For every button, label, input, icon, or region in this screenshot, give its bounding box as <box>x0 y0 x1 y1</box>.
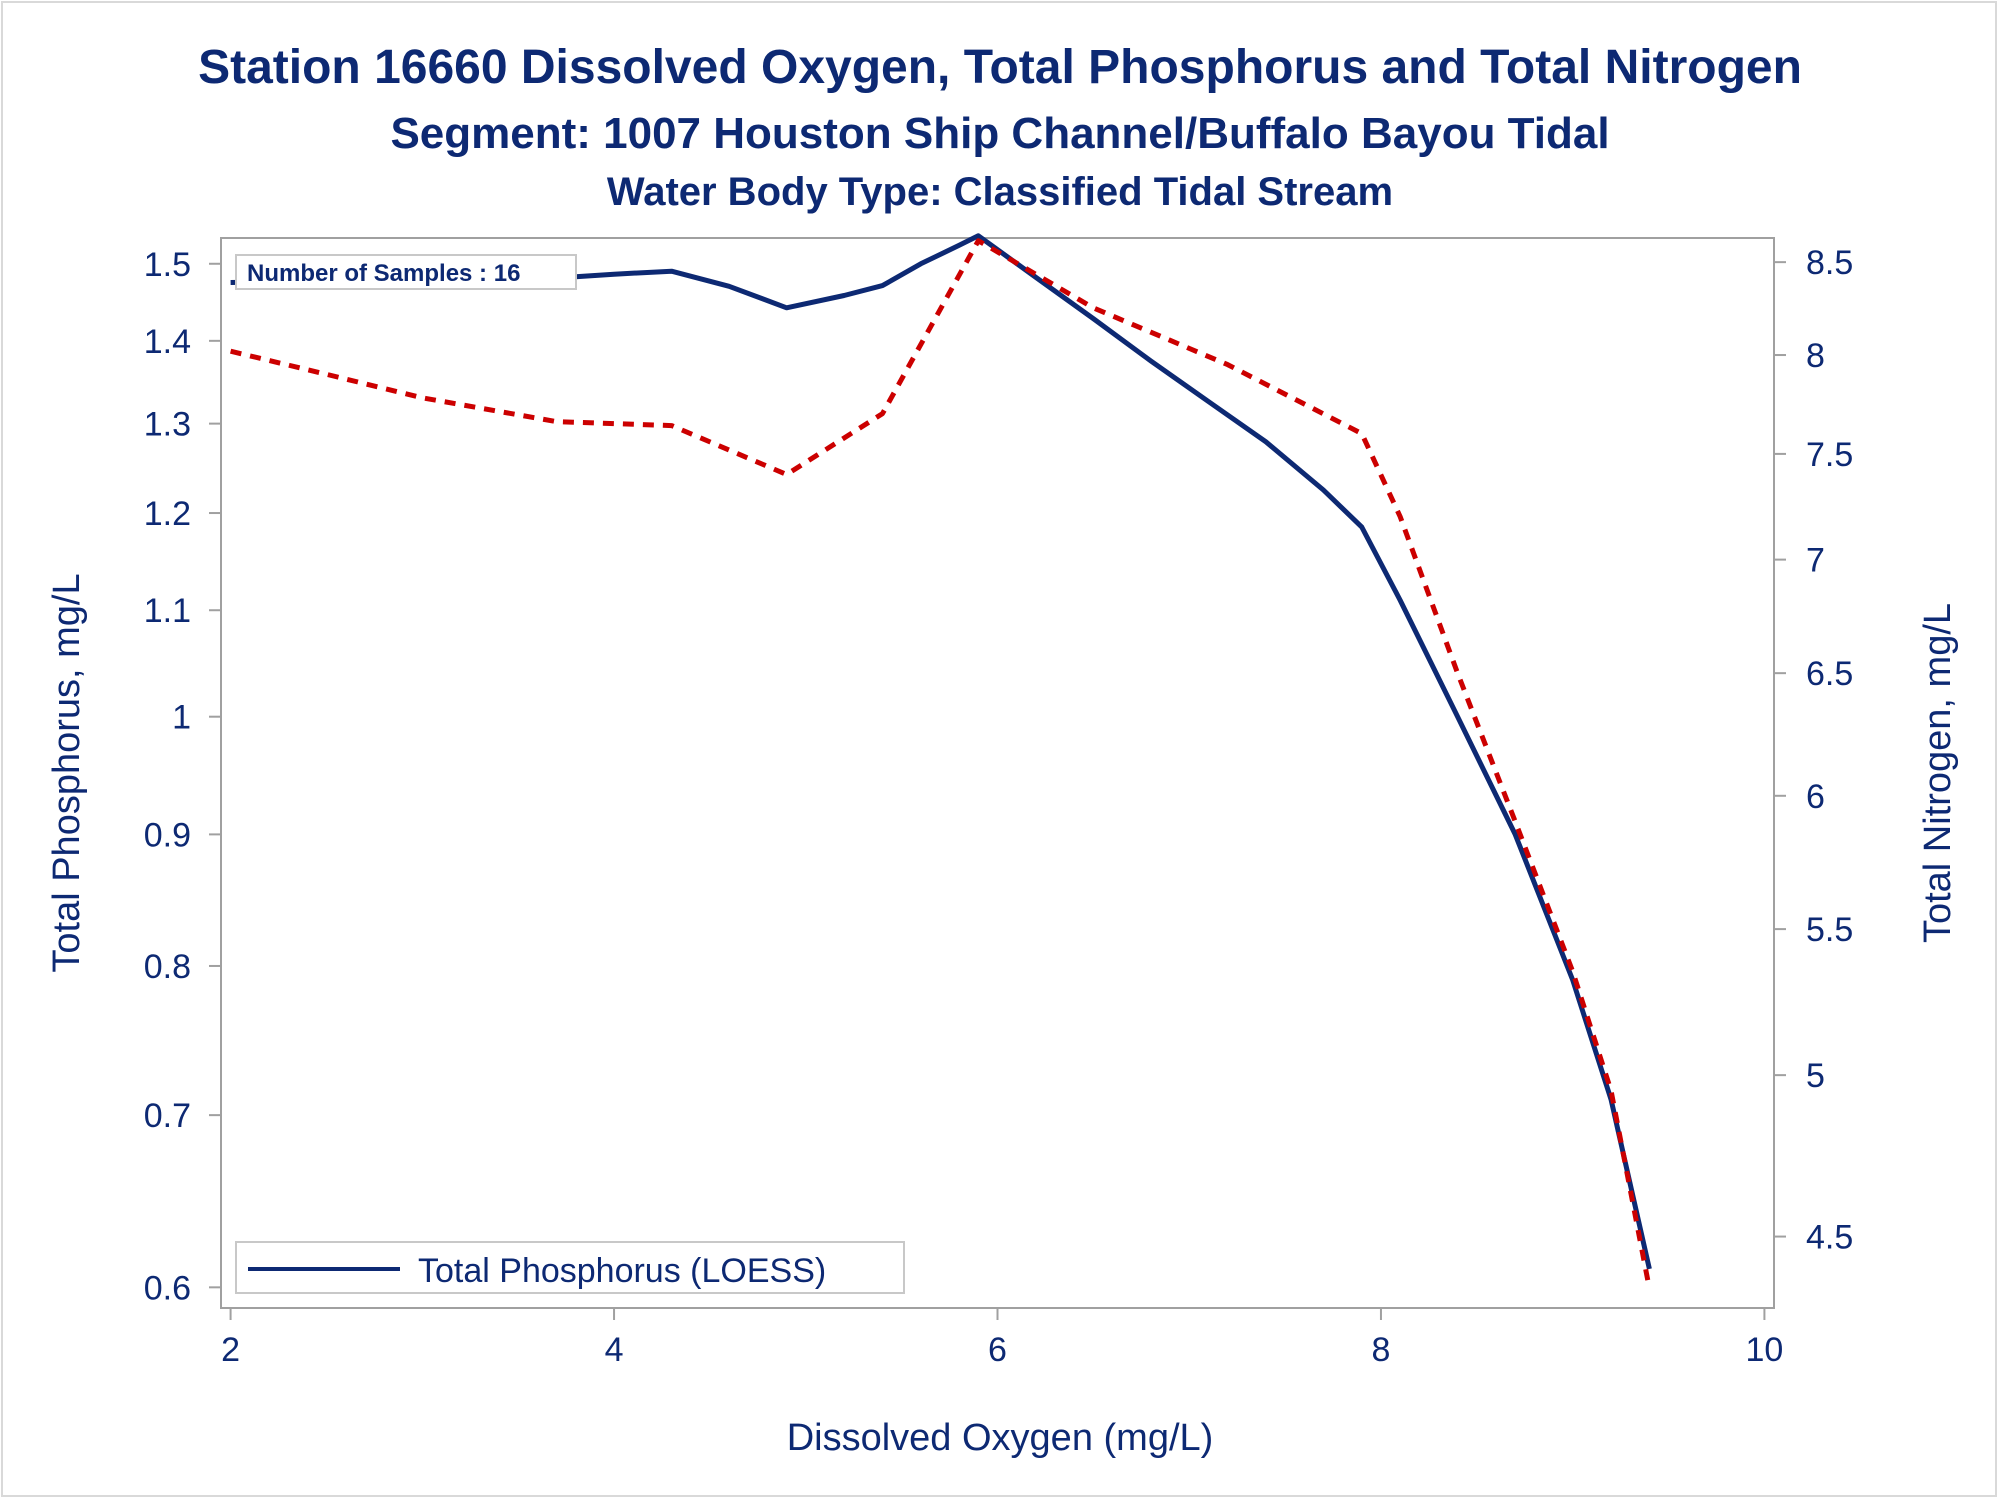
y2-tick-label-5.5: 5.5 <box>1806 911 1853 949</box>
x-axis-label: Dissolved Oxygen (mg/L) <box>787 1417 1214 1459</box>
y2-tick-label-8.5: 8.5 <box>1806 244 1853 282</box>
ticks-layer: 2 4 6 8 10 0.6 0.7 0.8 0.9 1 1.1 1.2 1.3 1.4 1.5 4.5 5 5.… <box>144 244 1854 1369</box>
samples-inset-label: Number of Samples : 16 <box>247 260 520 287</box>
y-tick-label-1.2: 1.2 <box>144 495 191 533</box>
series-line-phosphorus <box>230 233 1652 1270</box>
y2-axis-label: Total Nitrogen, mg/L <box>1917 603 1959 943</box>
y2-tick-label-4.5: 4.5 <box>1806 1219 1853 1257</box>
y-tick-label-0.6: 0.6 <box>144 1269 191 1307</box>
y-tick-label-1: 1 <box>172 699 191 737</box>
chart-title: Station 16660 Dissolved Oxygen, Total Ph… <box>198 41 1802 94</box>
y2-tick-label-5: 5 <box>1806 1057 1825 1095</box>
y-tick-label-1.1: 1.1 <box>144 592 191 630</box>
y2-tick-label-8: 8 <box>1806 337 1825 375</box>
x-tick-label-2: 2 <box>221 1331 240 1369</box>
y-tick-label-1.5: 1.5 <box>144 246 191 284</box>
x-tick-label-4: 4 <box>605 1331 624 1369</box>
y2-tick-label-7: 7 <box>1806 542 1825 580</box>
legend: Total Phosphorus (LOESS) <box>235 1241 905 1294</box>
x-tick-label-10: 10 <box>1745 1331 1783 1369</box>
samples-inset-box <box>235 254 577 290</box>
legend-label-phosphorus: Total Phosphorus (LOESS) <box>418 1252 826 1290</box>
y-tick-label-0.7: 0.7 <box>144 1097 191 1135</box>
x-tick-label-8: 8 <box>1371 1331 1390 1369</box>
y2-tick-label-6.5: 6.5 <box>1806 655 1853 693</box>
y2-tick-label-7.5: 7.5 <box>1806 436 1853 474</box>
y-tick-label-0.9: 0.9 <box>144 816 191 854</box>
chart-subtitle-waterbody: Water Body Type: Classified Tidal Stream <box>607 170 1393 214</box>
series-layer <box>230 233 1652 1289</box>
chart-subtitle-segment: Segment: 1007 Houston Ship Channel/Buffa… <box>390 109 1609 158</box>
y-tick-label-1.3: 1.3 <box>144 406 191 444</box>
samples-inset: Number of Samples : 16 <box>235 254 577 290</box>
y-axis-label: Total Phosphorus, mg/L <box>46 573 88 972</box>
y-tick-label-0.8: 0.8 <box>144 948 191 986</box>
x-tick-label-6: 6 <box>988 1331 1007 1369</box>
y2-tick-label-6: 6 <box>1806 778 1825 816</box>
series-line-nitrogen <box>230 238 1652 1289</box>
y-tick-label-1.4: 1.4 <box>144 323 191 361</box>
plot-area <box>220 237 1775 1309</box>
